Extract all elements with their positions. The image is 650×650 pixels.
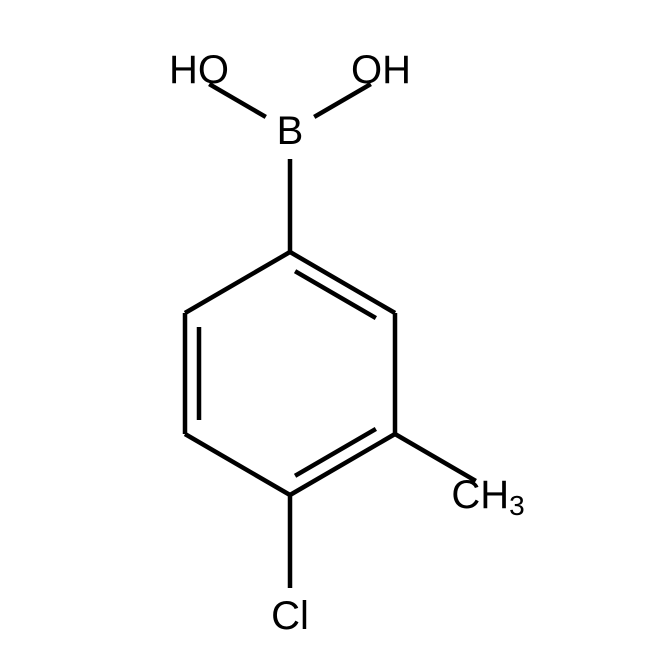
atom-label-o1: HO — [169, 48, 229, 92]
atom-label-b: B — [277, 109, 304, 153]
chemical-structure-diagram: BHOOHCH3Cl — [0, 0, 650, 650]
atom-label-cl: Cl — [271, 594, 309, 638]
diagram-background — [0, 0, 650, 650]
atom-label-o2: OH — [351, 48, 411, 92]
